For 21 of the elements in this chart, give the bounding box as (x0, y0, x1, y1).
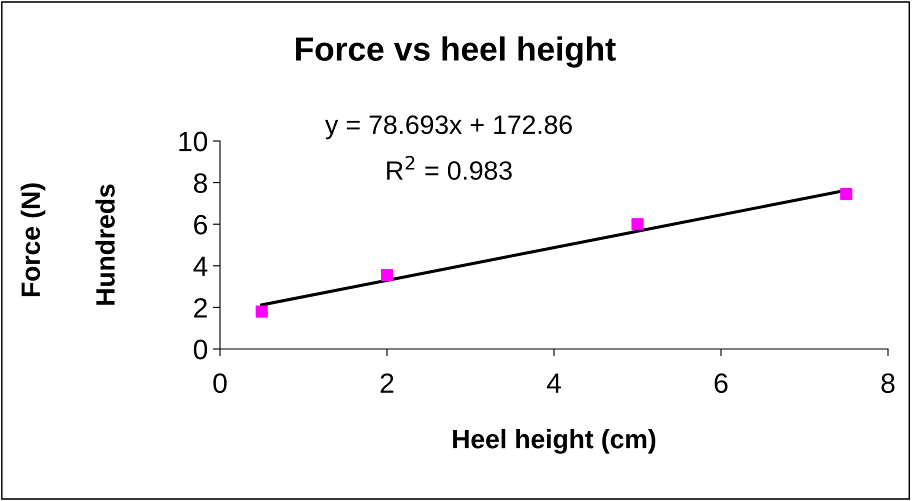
text: y = 78.693x + 172.86 (325, 115, 572, 140)
y-tick-label: 6 (194, 214, 207, 235)
y-axis-title: Hundreds (95, 184, 115, 305)
annotation: R$^{2}$ = 0.983 (387, 156, 512, 180)
y-tick-label: 0 (194, 340, 208, 360)
x-tick-label: 4 (546, 374, 561, 393)
x-tick-label: 0 (213, 373, 227, 394)
x-axis-title: Heel height (cm) (453, 429, 656, 454)
y-tick-label: 2 (194, 298, 207, 318)
text: Force (N) (20, 183, 46, 296)
y-tick-label: 4 (193, 256, 208, 276)
x-tick-label: 8 (881, 373, 895, 394)
chart-title: Force vs heel height (296, 36, 616, 68)
point (380, 269, 394, 282)
x-tick-label: 6 (714, 373, 728, 394)
y-tick-label: 10 (179, 132, 208, 152)
x-tick-label: 2 (380, 373, 394, 393)
y-tick-label: 8 (194, 173, 207, 193)
point (840, 188, 852, 200)
point (256, 305, 268, 318)
point (631, 218, 644, 230)
